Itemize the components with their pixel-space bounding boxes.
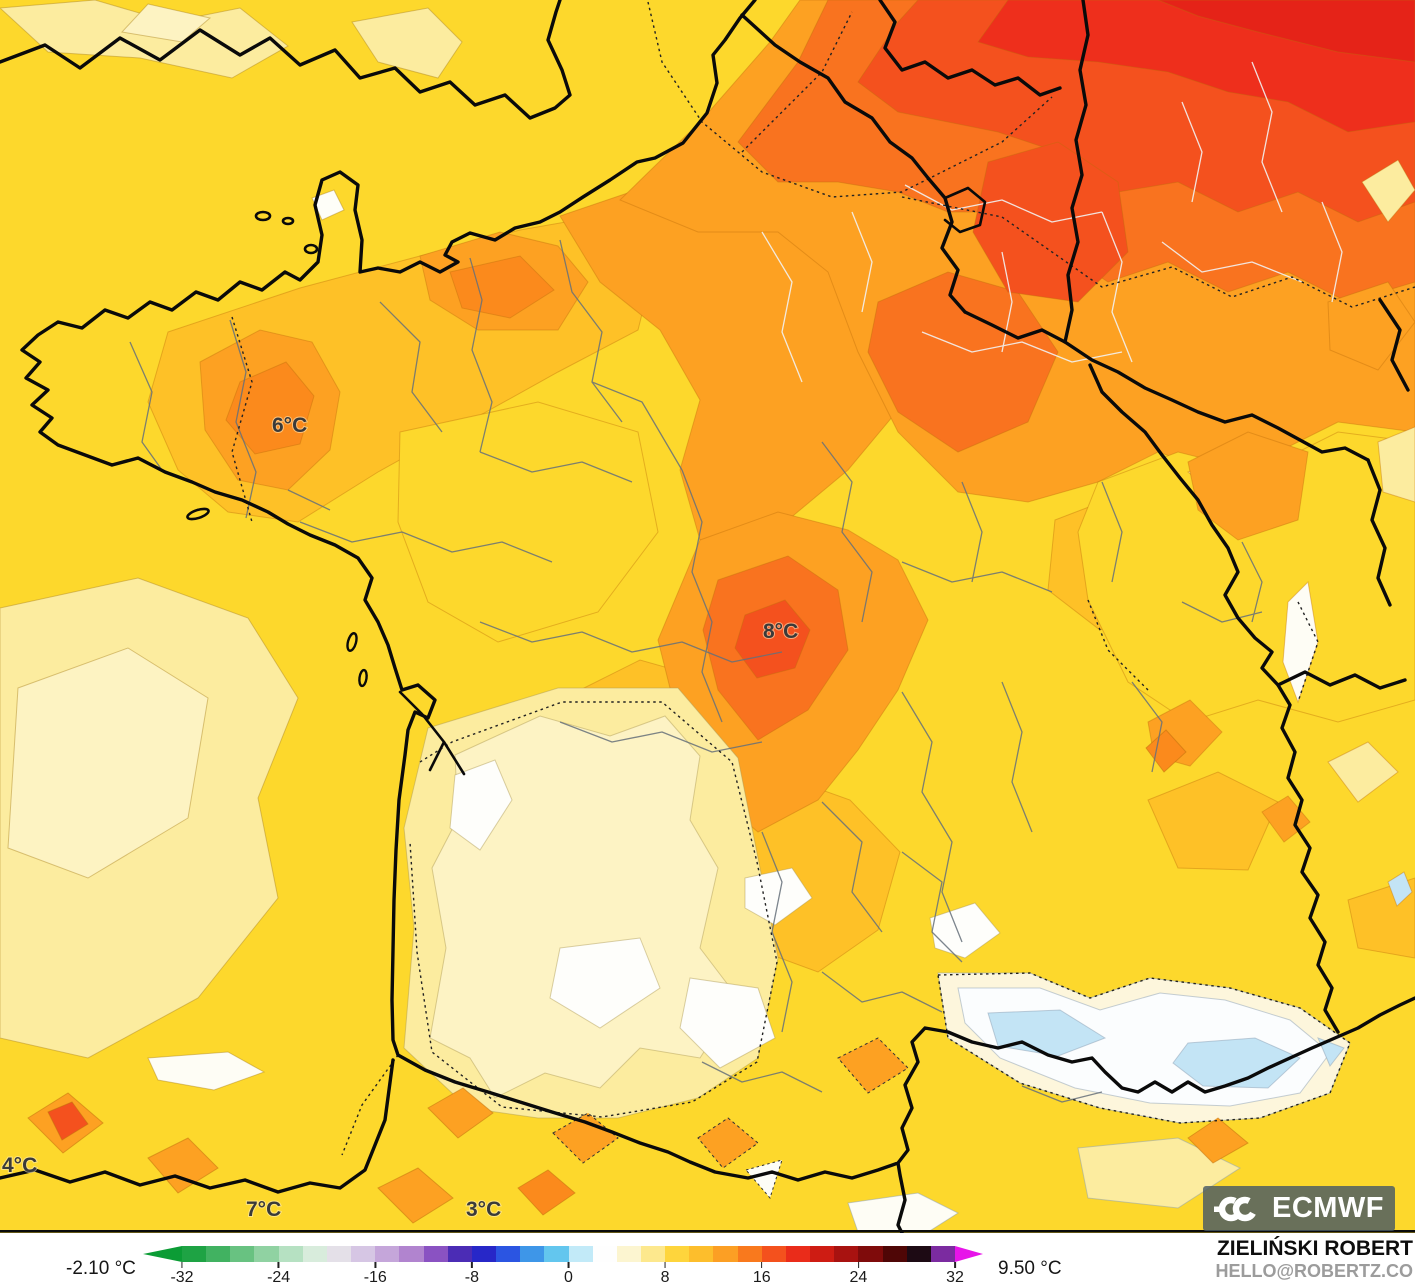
department-borders: [129, 239, 1263, 1103]
department-borders-light: [761, 61, 1343, 383]
channel-island: [303, 243, 319, 255]
east-border: [1378, 298, 1410, 392]
temperature-map: 6°C 8°C 4°C 7°C 3°C: [0, 0, 1415, 1233]
ecmwf-logo: ECMWF: [1203, 1186, 1395, 1231]
ecmwf-logo-text: ECMWF: [1271, 1192, 1385, 1224]
temp-label: 3°C: [466, 1198, 501, 1221]
colorbar-left-arrow: [143, 1246, 182, 1262]
gironde-estuary: [398, 690, 466, 776]
france-belgium-border: [740, 13, 967, 314]
colorbar-tick: -16: [364, 1262, 387, 1287]
coastlines-and-borders: [0, 0, 1415, 1233]
cool-region-southwest: [403, 687, 1001, 1119]
channel-island: [254, 210, 272, 222]
benelux-borders: [878, 0, 1062, 97]
colorbar-segments: [182, 1246, 955, 1262]
colorbar-tick: -8: [465, 1262, 479, 1287]
colorbar-tick: 32: [946, 1262, 964, 1287]
colorbar-tick: -32: [170, 1262, 194, 1287]
colorbar-right-arrow: [955, 1246, 983, 1262]
credit-contact: HELLO@ROBERTZ.CO: [1215, 1261, 1413, 1282]
re-island: [358, 668, 368, 688]
channel-island: [281, 216, 295, 226]
contour-lines: [231, 1, 1415, 1156]
ecmwf-rings-icon: [1213, 1196, 1258, 1221]
legend-footer: -2.10 °C -32 -24 -16 -8 0 8 16 24 32 9.50 °C ZIE…: [0, 1233, 1415, 1287]
cool-regions-west: [0, 0, 463, 1091]
temperature-colorbar: [143, 1246, 983, 1262]
credit-name: ZIELIŃSKI ROBERT: [1216, 1237, 1413, 1260]
switzerland-east-borders: [1276, 458, 1407, 690]
england-coastline: [0, 0, 572, 120]
belle-ile-island: [186, 507, 210, 521]
temp-label: 4°C: [2, 1154, 37, 1177]
colorbar-tick: 0: [564, 1262, 573, 1287]
map-labels: 6°C 8°C 4°C 7°C 3°C: [1, 413, 799, 1222]
rhine-border: [963, 0, 1090, 344]
legend-min-value: -2.10 °C: [66, 1258, 136, 1279]
france-coastline: [20, 0, 1415, 1182]
oleron-island: [346, 632, 358, 652]
colorbar-ticks: -32 -24 -16 -8 0 8 16 24 32: [170, 1262, 964, 1287]
temp-label: 7°C: [246, 1198, 281, 1221]
temp-label: 6°C: [272, 414, 307, 437]
temp-label: 8°C: [763, 620, 798, 643]
spain-med-coast: [896, 1161, 907, 1233]
spain-north-coast: [0, 1058, 395, 1194]
colorbar-tick: 16: [753, 1262, 771, 1287]
colorbar-tick: 8: [661, 1262, 670, 1287]
legend-max-value: 9.50 °C: [998, 1258, 1062, 1279]
germany-switzerland-border: [1063, 340, 1370, 462]
luxembourg-border: [943, 186, 987, 234]
colorbar-tick: -24: [267, 1262, 290, 1287]
colorbar-tick: 24: [849, 1262, 867, 1287]
credit-block: ZIELIŃSKI ROBERT HELLO@ROBERTZ.CO: [1215, 1237, 1413, 1282]
